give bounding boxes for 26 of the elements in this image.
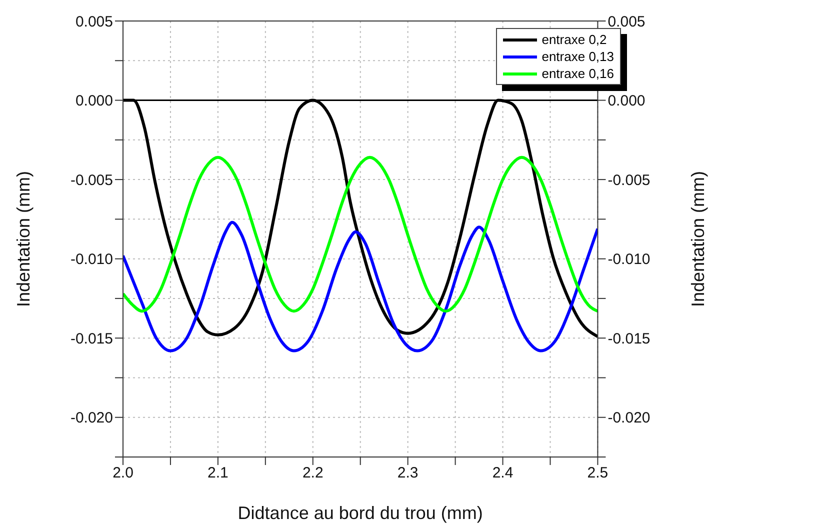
- y-tick-label: 0.000: [75, 92, 113, 110]
- x-tick-label: 2.5: [587, 464, 608, 482]
- y-tick-label: -0.010: [70, 251, 113, 268]
- y2-tick-label: -0.020: [608, 410, 650, 427]
- line-series: [123, 156, 598, 313]
- x-tick-label: 2.4: [492, 464, 514, 482]
- x-tick-label: 2.0: [112, 464, 134, 482]
- y2-tick-label: 0.005: [608, 13, 646, 30]
- legend-label: entraxe 0,2: [542, 31, 607, 48]
- x-axis-title: Didtance au bord du trou (mm): [238, 503, 483, 523]
- y2-tick-label: -0.005: [608, 172, 650, 189]
- y-axis-title: Indentation (mm): [13, 170, 34, 308]
- legend-label: entraxe 0,13: [542, 48, 614, 65]
- y-tick-label: 0.005: [75, 13, 113, 30]
- x-tick-label: 2.3: [397, 464, 418, 482]
- y-tick-label: -0.015: [70, 330, 113, 348]
- y2-tick-label: 0.000: [608, 92, 646, 110]
- y2-tick-label: -0.010: [608, 251, 650, 268]
- y-tick-label: -0.020: [70, 410, 113, 427]
- x-tick-label: 2.2: [302, 464, 324, 482]
- x-tick-label: 2.1: [208, 464, 228, 482]
- legend-label: entraxe 0,16: [542, 65, 614, 82]
- y2-axis-title: Indentation (mm): [688, 170, 708, 308]
- y-tick-label: -0.005: [70, 172, 113, 189]
- line-series: [123, 220, 598, 352]
- y2-tick-label: -0.015: [608, 330, 650, 348]
